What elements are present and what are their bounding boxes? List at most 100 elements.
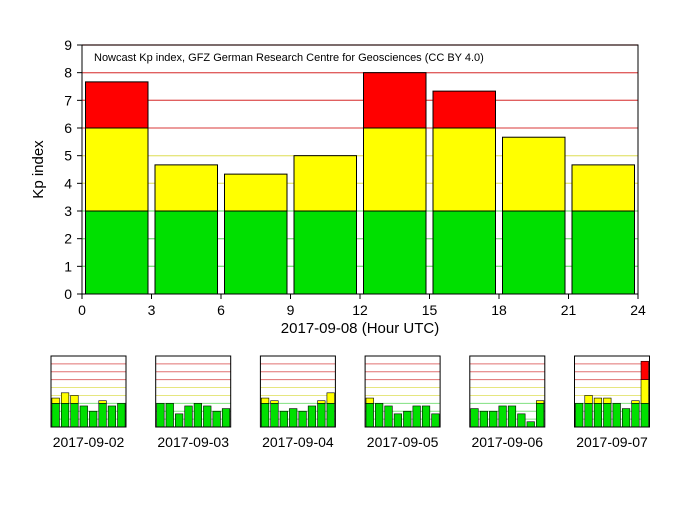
bar-4-segment: [363, 127, 427, 212]
mini-bar: [70, 403, 79, 428]
mini-plot-frame: [469, 355, 546, 428]
mini-bar: [60, 392, 70, 404]
mini-bar: [584, 395, 593, 404]
mini-bar: [470, 408, 479, 428]
bar-7-segment: [571, 164, 635, 212]
mini-bar: [479, 410, 488, 428]
mini-chart-2017-09-03: 2017-09-03: [155, 355, 232, 450]
daily-history-charts: 2017-09-02 2017-09-03 2017-09-04 2017-09-05…: [50, 355, 650, 450]
mini-bar: [107, 405, 117, 428]
y-axis-label: Kp index: [30, 140, 47, 199]
y-tick-label: 7: [64, 92, 72, 108]
x-tick-label: 12: [352, 302, 368, 318]
mini-bar: [270, 400, 279, 404]
y-tick-label: 4: [64, 175, 72, 191]
mini-plot-frame: [259, 355, 336, 428]
mini-bar: [612, 403, 621, 428]
bar-5: [432, 90, 496, 295]
mini-bar: [298, 410, 307, 428]
x-tick-label: 15: [422, 302, 438, 318]
main-y-ticks: 0 1 2 3 4 5 6 7 8 9: [64, 37, 82, 302]
mini-bar: [640, 403, 649, 428]
mini-bar: [317, 400, 326, 404]
mini-chart-date-label: 2017-09-06: [471, 434, 543, 450]
x-tick-label: 24: [630, 302, 646, 318]
mini-bar: [498, 405, 507, 428]
x-tick-label: 9: [287, 302, 295, 318]
mini-plot-frame: [364, 355, 441, 428]
bar-1-segment: [154, 210, 218, 295]
mini-chart-date-label: 2017-09-07: [576, 434, 648, 450]
y-tick-label: 2: [64, 231, 72, 247]
mini-bar: [593, 403, 603, 428]
mini-bar: [393, 413, 402, 428]
bar-6-segment: [502, 210, 566, 295]
mini-chart-2017-09-06: 2017-09-06: [469, 355, 546, 450]
y-tick-label: 5: [64, 148, 72, 164]
mini-bar: [117, 403, 126, 428]
bar-6: [502, 136, 566, 295]
main-x-ticks: 0 3 6 9 12 15 18 21 24: [78, 294, 646, 318]
bar-0-segment: [85, 127, 149, 212]
bar-2-segment: [224, 173, 288, 212]
mini-bar: [631, 403, 640, 428]
mini-plot-frame: [574, 355, 650, 428]
mini-chart-date-label: 2017-09-02: [53, 434, 125, 450]
mini-bar: [175, 413, 184, 428]
mini-bar: [98, 403, 107, 428]
mini-bar: [89, 410, 98, 428]
y-tick-label: 9: [64, 37, 72, 53]
mini-bar: [365, 403, 374, 428]
mini-bar: [260, 403, 270, 428]
mini-bar: [603, 397, 612, 404]
mini-bar: [640, 360, 649, 380]
bar-3-segment: [293, 210, 357, 295]
mini-bar: [593, 397, 603, 404]
mini-plot-frame: [155, 355, 232, 428]
mini-bar: [79, 405, 88, 428]
bar-1-segment: [154, 164, 218, 212]
bar-5-segment: [432, 90, 496, 129]
bar-4-segment: [363, 72, 427, 129]
mini-bar: [526, 421, 535, 428]
mini-bar: [307, 405, 317, 428]
mini-chart-date-label: 2017-09-05: [367, 434, 439, 450]
mini-bar: [279, 410, 288, 428]
mini-bar: [621, 408, 631, 428]
bar-5-segment: [432, 127, 496, 212]
mini-bar: [365, 397, 374, 404]
mini-bar: [584, 403, 593, 428]
x-tick-label: 6: [217, 302, 225, 318]
bar-2: [224, 173, 288, 295]
y-tick-label: 8: [64, 65, 72, 81]
mini-bar: [603, 403, 612, 428]
mini-bar: [51, 403, 60, 428]
bar-7: [571, 164, 635, 295]
y-tick-label: 1: [64, 258, 72, 274]
x-tick-label: 3: [148, 302, 156, 318]
x-tick-label: 21: [561, 302, 577, 318]
mini-plot-frame: [50, 355, 127, 428]
bar-1: [154, 164, 218, 295]
mini-chart-2017-09-04: 2017-09-04: [259, 355, 336, 450]
mini-bar: [60, 403, 70, 428]
mini-bar: [326, 403, 335, 428]
x-tick-label: 18: [491, 302, 507, 318]
bar-6-segment: [502, 136, 566, 212]
mini-bar: [640, 379, 649, 404]
y-tick-label: 6: [64, 120, 72, 136]
mini-bar: [156, 403, 165, 428]
mini-bar: [536, 400, 545, 404]
mini-bar: [184, 405, 193, 428]
mini-bar: [536, 403, 545, 428]
mini-chart-date-label: 2017-09-04: [262, 434, 334, 450]
mini-chart-2017-09-07: 2017-09-07: [574, 355, 650, 450]
x-tick-label: 0: [78, 302, 86, 318]
mini-bar: [70, 395, 79, 404]
x-axis-label: 2017-09-08 (Hour UTC): [281, 320, 439, 337]
mini-bar: [489, 410, 498, 428]
bar-0: [85, 81, 149, 295]
main-bars: [85, 72, 635, 295]
mini-bar: [384, 405, 393, 428]
bar-4: [363, 72, 427, 295]
